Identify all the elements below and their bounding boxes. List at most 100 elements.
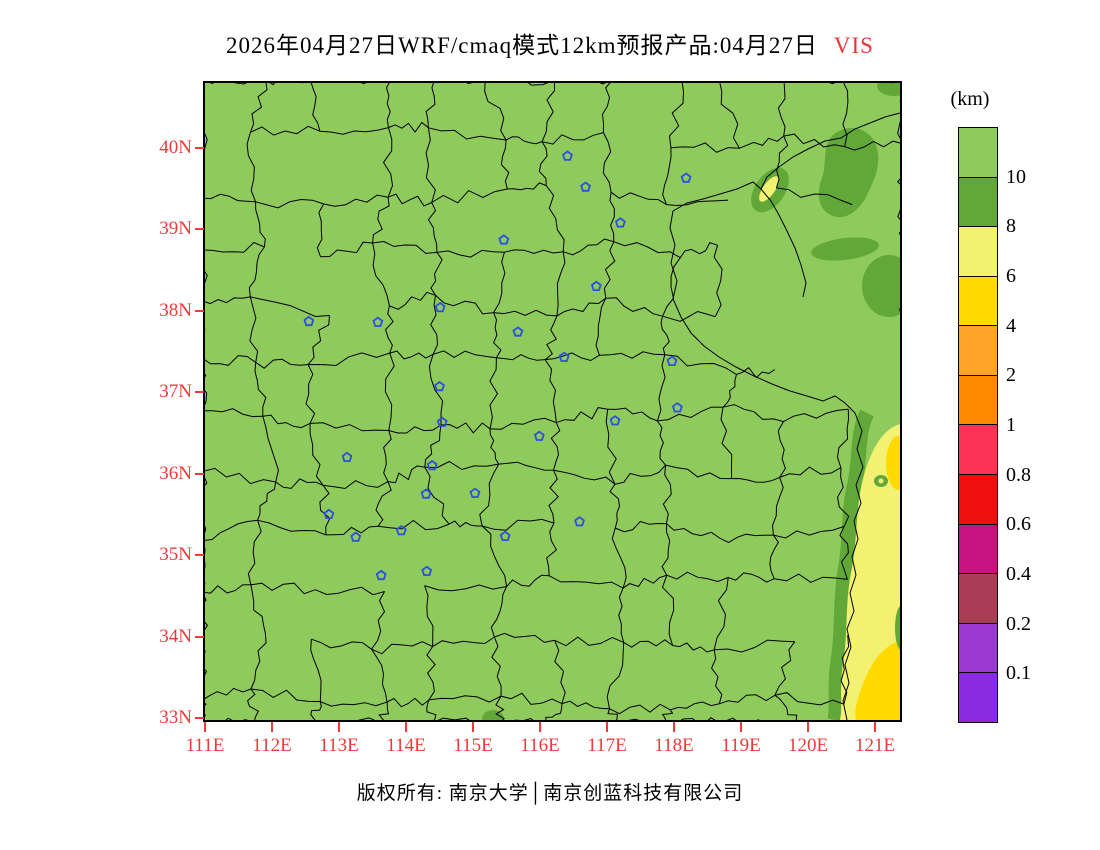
boundary-line (713, 577, 729, 650)
boundary-line (310, 639, 322, 702)
lon-tick (338, 722, 340, 732)
lat-label: 36N (159, 462, 192, 484)
boundary-line (250, 584, 266, 633)
boundary-line (435, 294, 494, 315)
colorbar-tick-label: 10 (1006, 165, 1026, 188)
boundary-line (424, 460, 499, 471)
boundary-line (205, 477, 208, 534)
city-marker (375, 569, 387, 581)
boundary-line (425, 83, 436, 128)
boundary-line (605, 409, 617, 485)
lat-label: 40N (159, 137, 192, 158)
boundary-line (315, 586, 385, 596)
title-text: 2026年04月27日WRF/cmaq模式12km预报产品:04月27日 (226, 33, 818, 58)
colorbar-band (959, 226, 997, 276)
coastline (842, 412, 864, 720)
boundary-line (309, 423, 324, 486)
coastline (669, 210, 856, 414)
boundary-line (538, 141, 548, 186)
lon-label: 111E (185, 735, 225, 756)
lat-tick (195, 635, 204, 638)
boundary-line (205, 596, 209, 631)
boundary-line (305, 364, 316, 424)
boundary-line (205, 271, 208, 284)
colorbar-tick-label: 4 (1006, 314, 1016, 337)
city-marker (562, 150, 573, 161)
city-marker (434, 380, 445, 392)
lon-label: 113E (319, 735, 359, 756)
lat-tick (195, 472, 204, 475)
boundary-line (507, 182, 547, 191)
boundary-line (481, 518, 555, 531)
city-marker (426, 459, 438, 471)
city-marker (558, 351, 570, 362)
boundary-line (308, 352, 390, 367)
boundary-line (605, 297, 663, 317)
boundary-line (426, 699, 437, 720)
boundary-line (385, 83, 391, 128)
lat-tick (195, 228, 204, 231)
lat-label: 35N (159, 544, 192, 566)
boundary-line (606, 642, 625, 709)
boundary-line (387, 193, 432, 207)
boundary-line (665, 464, 732, 480)
boundary-line (771, 477, 784, 536)
boundary-line (776, 187, 853, 206)
lat-label: 33N (159, 707, 192, 728)
boundary-line (205, 133, 208, 150)
boundary-line (323, 480, 389, 490)
boundary-line (668, 83, 685, 148)
colorbar-tick-label: 8 (1006, 215, 1016, 238)
boundary-line (489, 417, 557, 430)
boundary-line (498, 461, 554, 471)
boundary-line (618, 587, 625, 643)
boundary-line (662, 465, 672, 524)
boundary-line (424, 467, 450, 525)
city-marker (341, 451, 353, 463)
boundary-line (622, 574, 667, 589)
colorbar-band (959, 275, 997, 326)
boundary-line (722, 374, 737, 408)
boundary-line (250, 125, 321, 136)
boundary-line (205, 241, 265, 253)
boundary-line (275, 478, 324, 489)
boundary-line (205, 649, 207, 676)
boundary-line (599, 351, 665, 359)
boundary-line (541, 132, 604, 145)
city-marker (323, 508, 335, 520)
lat-label: 39N (159, 218, 192, 240)
city-marker (372, 316, 384, 327)
boundary-line (310, 701, 322, 720)
city-marker (680, 172, 692, 183)
boundary-line (247, 520, 262, 585)
boundary-line (609, 192, 615, 242)
colorbar-tick-label: 1 (1006, 414, 1016, 436)
lat-tick (195, 309, 204, 312)
boundary-line (548, 575, 624, 589)
lon-label: 114E (386, 735, 426, 756)
city-marker (420, 488, 432, 499)
city-marker (434, 301, 446, 313)
lat-tick (195, 554, 204, 557)
boundary-line (255, 358, 309, 369)
boundary-line (319, 485, 331, 535)
colorbar-tick-label: 0.1 (1006, 662, 1031, 685)
copyright-footer: 版权所有: 南京大学│南京创蓝科技有限公司 (356, 783, 744, 804)
boundary-line (491, 636, 502, 697)
city-marker (469, 487, 481, 498)
boundary-line (372, 242, 390, 307)
boundary-line (387, 465, 425, 484)
boundary-line (603, 241, 616, 299)
lon-tick (606, 722, 608, 732)
boundary-line (383, 430, 392, 482)
boundary-line (375, 481, 392, 527)
boundary-line (842, 83, 849, 147)
lat-label: 38N (159, 299, 192, 321)
boundary-line (205, 408, 263, 418)
boundary-line (774, 641, 796, 696)
boundary-line (504, 249, 564, 254)
boundary-line (432, 350, 497, 359)
boundary-line (484, 83, 507, 141)
boundary-line (205, 702, 207, 717)
boundary-line (660, 316, 670, 355)
